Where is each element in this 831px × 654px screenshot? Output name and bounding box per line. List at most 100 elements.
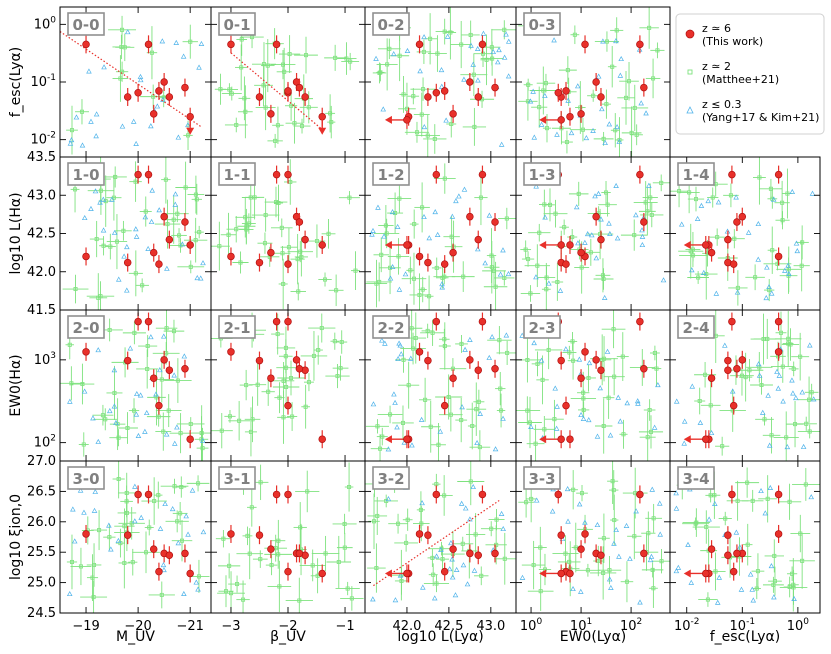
matthee21-point (542, 113, 552, 143)
matthee21-point (290, 233, 305, 285)
yang-kim-point (390, 51, 397, 57)
this-work-point (255, 526, 264, 545)
yang-kim-point (474, 439, 480, 446)
matthee21-point (115, 61, 129, 82)
yang-kim-point (88, 118, 94, 124)
matthee21-point (141, 477, 167, 525)
matthee21-point (330, 332, 340, 350)
matthee21-point (521, 251, 535, 267)
yang-kim-point (432, 209, 439, 215)
this-work-point (432, 312, 441, 331)
yang-kim-point (594, 433, 601, 439)
matthee21-point (166, 195, 181, 244)
yang-kim-point (179, 241, 186, 247)
yang-kim-point (688, 579, 695, 585)
matthee21-point (518, 396, 542, 449)
this-work-point (272, 312, 281, 331)
matthee21-point (398, 361, 420, 409)
yang-kim-point (497, 271, 504, 277)
yang-kim-point (462, 346, 468, 352)
this-work-point (165, 546, 174, 565)
matthee21-point (577, 401, 590, 419)
yang-kim-point (554, 403, 560, 409)
matthee21-point (326, 535, 352, 589)
matthee21-point (484, 240, 500, 294)
matthee21-point (524, 244, 551, 288)
yang-kim-point (794, 248, 801, 254)
matthee21-point (455, 397, 468, 443)
yang-kim-point (448, 540, 454, 546)
matthee21-point (742, 523, 753, 566)
panel-0-0: 10-2 10-1 100 0-0 (30, 6, 212, 158)
matthee21-point (163, 319, 185, 343)
yang-kim-point (585, 417, 592, 423)
matthee21-point (115, 33, 135, 62)
this-work-point (566, 235, 574, 254)
matthee21-point (257, 232, 273, 254)
yang-kim-point (409, 442, 415, 448)
yang-kim-point (758, 487, 764, 494)
panel-frame (669, 460, 821, 614)
yang-kim-point (200, 437, 206, 443)
yang-kim-point (763, 294, 770, 301)
matthee21-point (652, 548, 670, 574)
yang-kim-point (148, 123, 154, 129)
yang-kim-point (197, 275, 204, 281)
yang-kim-point (375, 204, 381, 210)
yang-kim-point (106, 522, 112, 528)
yang-kim-point (643, 110, 649, 116)
matthee21-point (293, 118, 311, 134)
matthee21-point (414, 182, 430, 233)
yang-kim-point (396, 286, 403, 292)
yang-kim-point (113, 419, 119, 425)
this-work-point (466, 350, 474, 369)
matthee21-point (409, 273, 430, 310)
yang-kim-point (519, 574, 526, 580)
yang-kim-point (459, 404, 465, 410)
legend-reference: (Yang+17 & Kim+21) (702, 111, 819, 124)
this-work-point (255, 87, 264, 106)
matthee21-point (176, 417, 205, 431)
matthee21-point (679, 249, 708, 262)
yang-kim-point (183, 513, 189, 519)
matthee21-point (211, 413, 233, 449)
matthee21-point (568, 181, 589, 206)
matthee21-point (332, 513, 357, 535)
yang-kim-point (608, 584, 614, 590)
yang-kim-point (456, 193, 462, 199)
yang-kim-point (130, 118, 137, 124)
matthee21-point (161, 157, 171, 204)
matthee21-point (270, 49, 296, 80)
matthee21-point (567, 332, 578, 351)
matthee21-point (416, 491, 426, 529)
matthee21-point (255, 84, 276, 131)
yang-kim-point (382, 340, 388, 346)
yang-kim-point (538, 121, 545, 127)
matthee21-point (251, 198, 280, 232)
matthee21-point (562, 345, 577, 360)
yang-kim-point (588, 232, 595, 238)
matthee21-point (232, 251, 249, 274)
matthee21-point (136, 349, 159, 389)
yang-kim-point (90, 415, 96, 421)
yang-kim-point (698, 202, 705, 208)
yang-kim-point (143, 409, 150, 416)
yang-kim-point (142, 428, 148, 434)
matthee21-point (394, 567, 409, 595)
matthee21-point (771, 350, 795, 383)
matthee21-point (109, 429, 128, 447)
matthee21-point (406, 256, 415, 285)
x-tick-label: 10-2 (674, 617, 700, 634)
panel-0-1: 0-1 (210, 6, 366, 158)
yang-kim-point (673, 505, 680, 511)
yang-kim-point (557, 287, 564, 293)
matthee21-point (112, 461, 125, 499)
matthee21-point (272, 362, 295, 400)
matthee21-point (175, 161, 196, 214)
matthee21-point (764, 279, 775, 302)
yang-kim-point (551, 37, 557, 43)
matthee21-point (280, 228, 298, 267)
yang-kim-point (606, 121, 613, 127)
legend: z ≃ 6(This work) z ≃ 2(Matthee+21) z ≤ 0.3… (675, 13, 825, 135)
matthee21-point (413, 92, 430, 137)
